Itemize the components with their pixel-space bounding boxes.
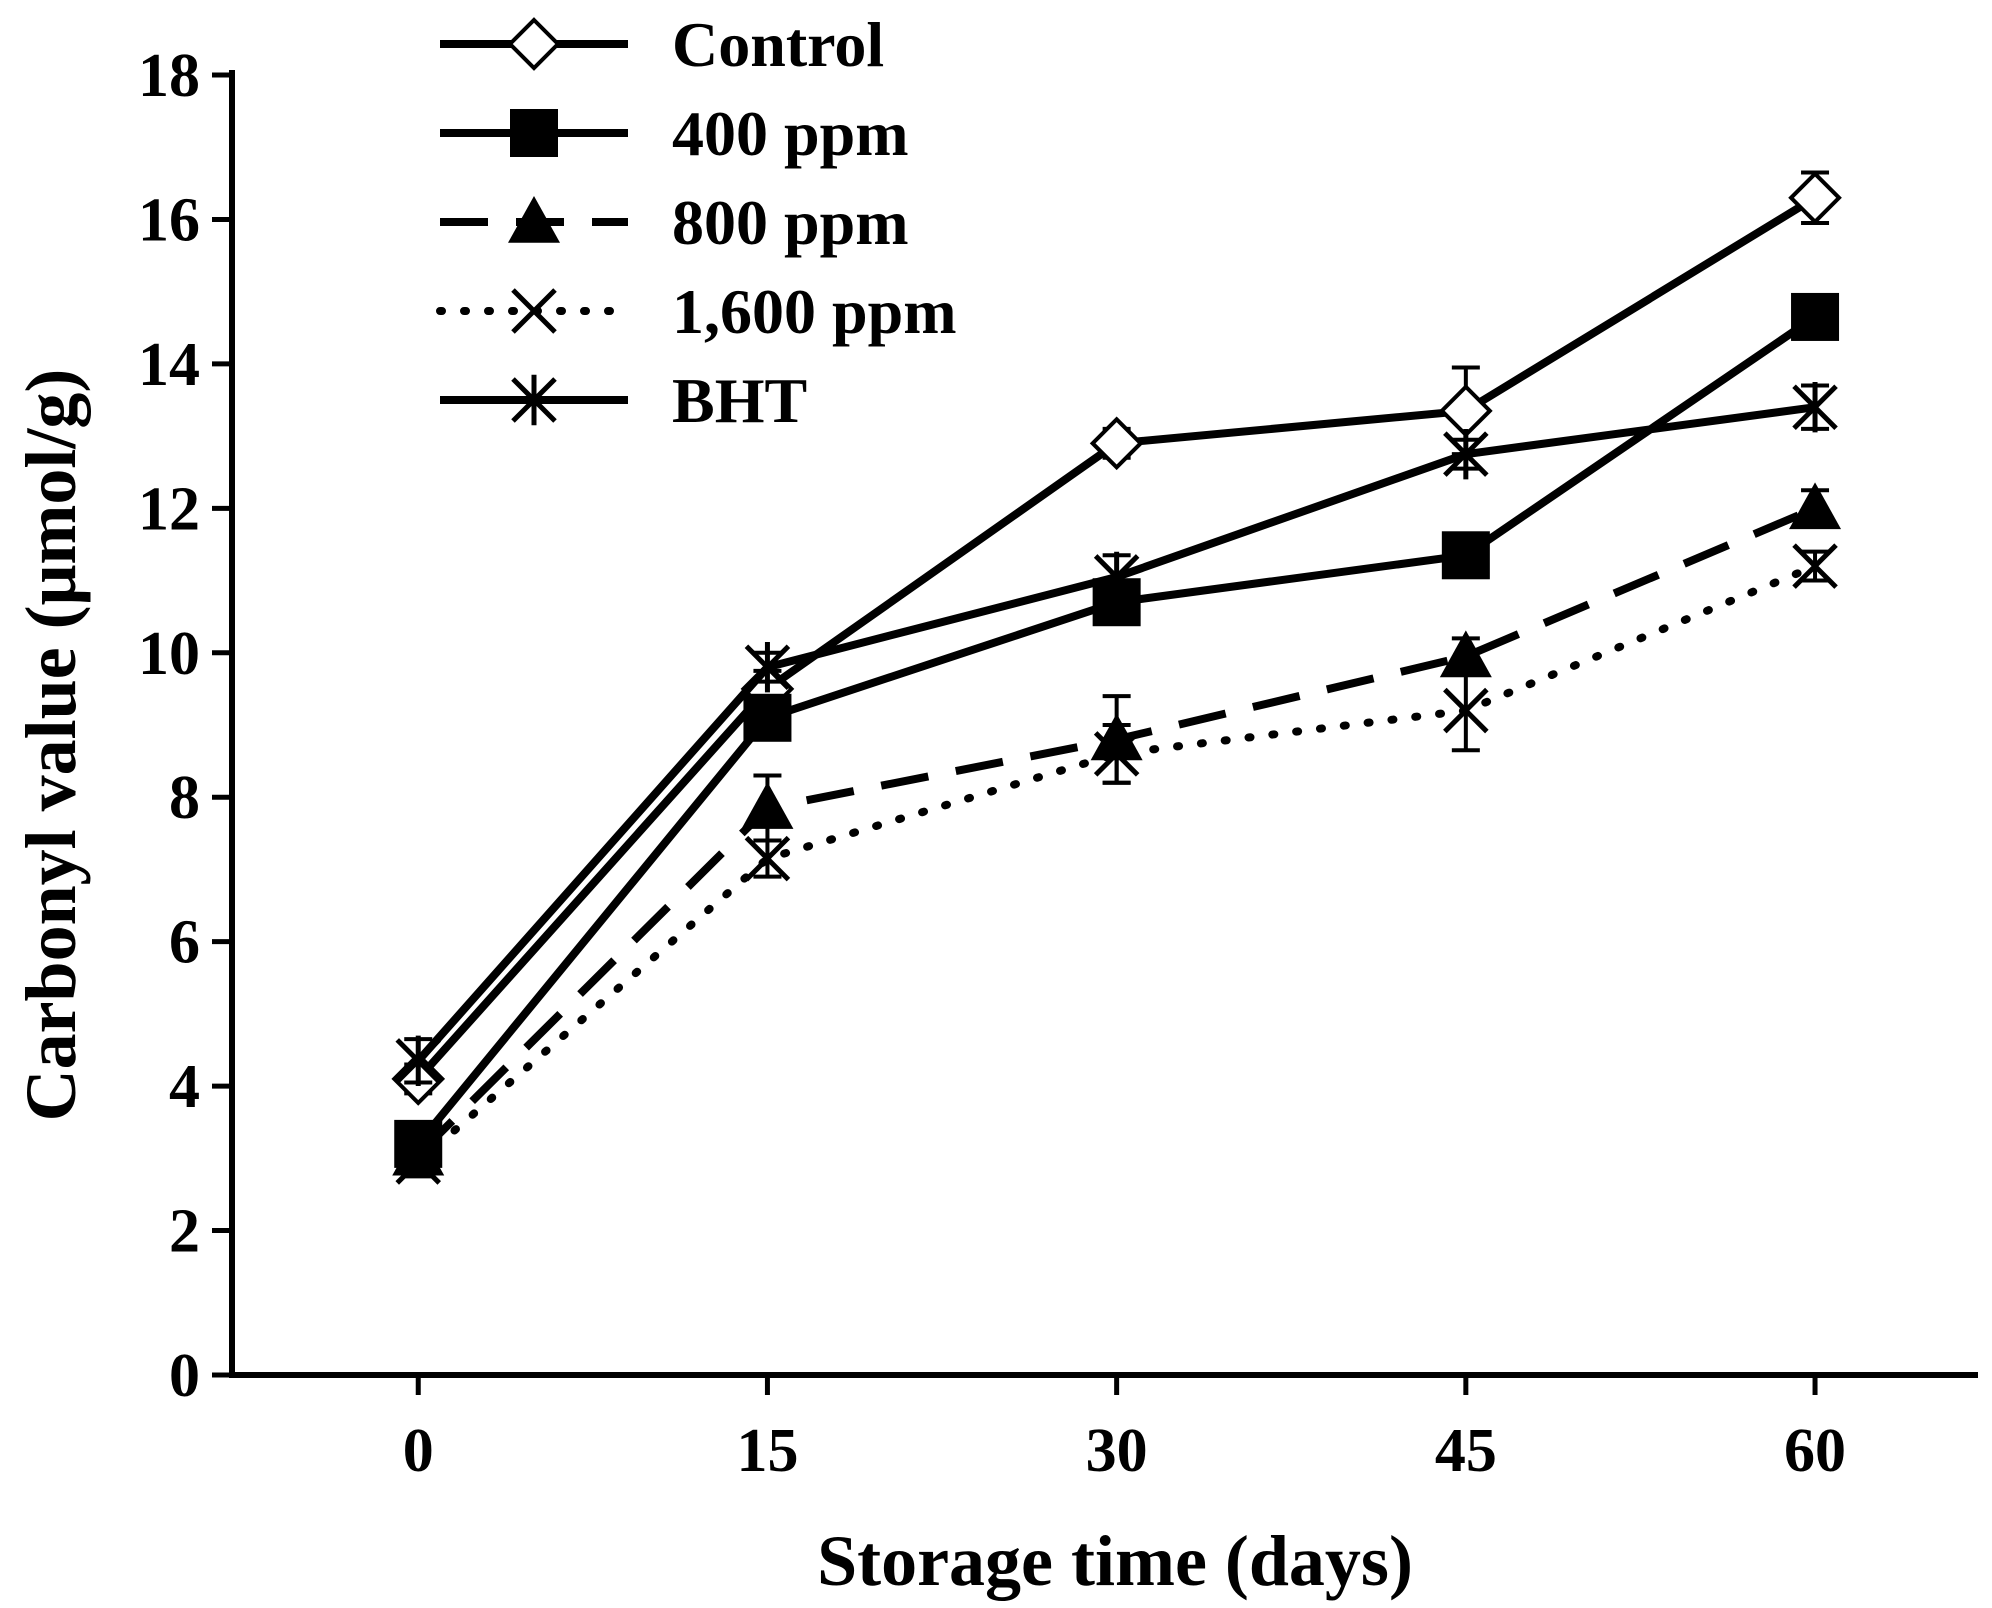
legend-entry: 400 ppm: [440, 98, 909, 169]
x-axis-title: Storage time (days): [817, 1521, 1413, 1601]
legend-entry: Control: [440, 9, 884, 80]
legend-entry: 800 ppm: [440, 187, 909, 258]
legend-entry: BHT: [440, 365, 807, 436]
legend-label: 800 ppm: [672, 187, 909, 258]
legend-label: 400 ppm: [672, 98, 909, 169]
x-tick-label: 30: [1086, 1417, 1148, 1485]
y-tick-label: 14: [138, 331, 200, 399]
x-tick-label: 0: [403, 1417, 434, 1485]
legend: Control 400 ppm 800 ppm 1,600 ppm BHT: [440, 9, 957, 436]
legend-entry: 1,600 ppm: [440, 276, 957, 347]
series-line: [418, 198, 1815, 1079]
series-line: [418, 566, 1815, 1162]
y-tick-label: 6: [169, 909, 200, 977]
data-point: [1789, 482, 1841, 529]
y-tick-label: 4: [169, 1053, 200, 1121]
y-tick-label: 16: [138, 186, 200, 254]
data-point: [1093, 419, 1141, 467]
data-point: [1442, 531, 1490, 579]
x-tick-label: 45: [1435, 1417, 1497, 1485]
legend-marker: [510, 109, 558, 157]
y-tick-label: 0: [169, 1342, 200, 1410]
data-point: [741, 782, 793, 829]
data-point: [743, 694, 791, 742]
legend-label: BHT: [672, 365, 807, 436]
y-tick-label: 2: [169, 1198, 200, 1266]
y-tick-label: 10: [138, 620, 200, 688]
axes: 0 2 4 6 8 10 12 14 16 18 0 15 30 45 60: [138, 42, 1978, 1485]
legend-marker: [513, 290, 555, 332]
legend-marker: [510, 20, 558, 68]
y-axis-title: Carbonyl value (μmol/g): [11, 369, 91, 1122]
data-point: [1442, 387, 1490, 435]
legend-label: 1,600 ppm: [672, 276, 957, 347]
series-lines: [392, 173, 1841, 1183]
x-tick-label: 60: [1784, 1417, 1846, 1485]
y-tick-label: 8: [169, 764, 200, 832]
y-tick-label: 12: [138, 475, 200, 543]
data-point: [1791, 293, 1839, 341]
data-point: [1791, 174, 1839, 222]
x-tick-label: 15: [736, 1417, 798, 1485]
legend-label: Control: [672, 9, 884, 80]
y-tick-label: 18: [138, 42, 200, 110]
